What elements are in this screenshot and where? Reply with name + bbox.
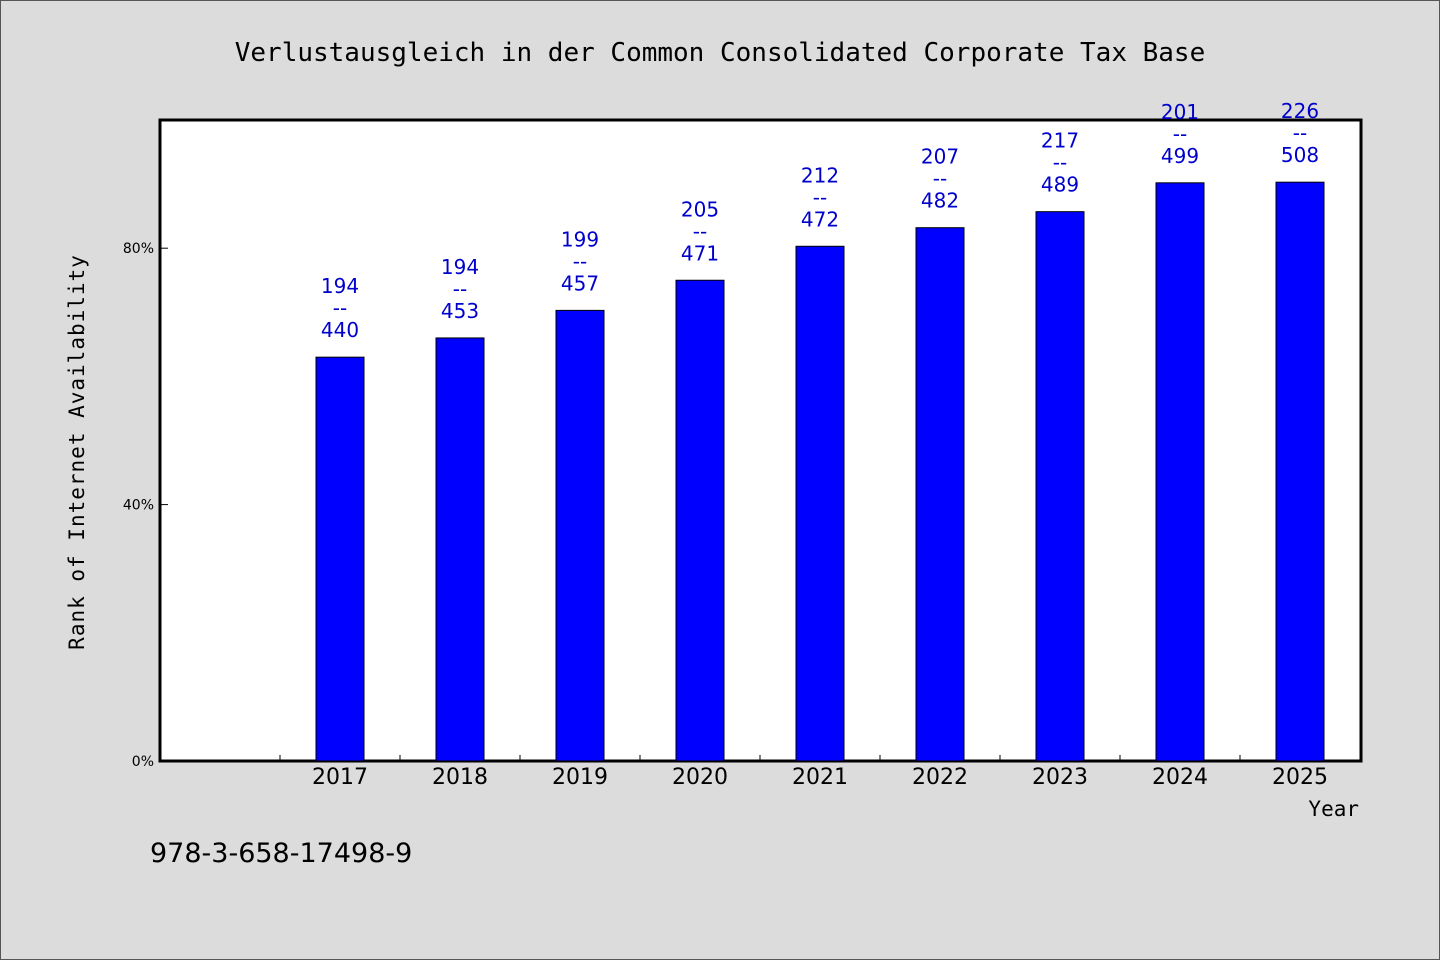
data-label: 212 [801, 163, 839, 187]
data-label: -- [333, 296, 347, 320]
x-axis-ticks: 2017 2018 2019 2020 2021 2022 2023 2024 2025 [279, 755, 1361, 790]
bar-2023 [1035, 211, 1085, 762]
bar-2024 [1155, 182, 1205, 762]
data-label: 457 [561, 271, 599, 295]
bar-2018 [435, 337, 485, 762]
bar-2017 [315, 356, 365, 762]
data-label: -- [933, 167, 947, 191]
data-label: 194 [441, 255, 479, 279]
data-label: 440 [321, 318, 359, 342]
y-axis-ticks: 0% 40% 80% [123, 241, 168, 770]
data-label: 482 [921, 189, 959, 213]
x-tick-label: 2024 [1152, 765, 1208, 790]
data-label: -- [1173, 122, 1187, 146]
bar-2019 [555, 309, 605, 762]
bar-2020 [675, 279, 725, 762]
x-tick-label: 2021 [792, 765, 848, 790]
data-label: -- [813, 185, 827, 209]
chart-title: Verlustausgleich in der Common Consolida… [235, 38, 1206, 68]
bar-2022 [915, 227, 965, 762]
data-label: 207 [921, 145, 959, 169]
x-tick-label: 2017 [312, 765, 368, 790]
data-label: 217 [1041, 129, 1079, 153]
x-tick-label: 2020 [672, 765, 728, 790]
data-label: -- [1293, 121, 1307, 145]
data-label: -- [693, 219, 707, 243]
data-label: 226 [1281, 99, 1319, 123]
data-label: 453 [441, 299, 479, 323]
data-label: 471 [681, 241, 719, 265]
data-label: 194 [321, 274, 359, 298]
data-label: -- [453, 277, 467, 301]
x-axis-label: Year [1308, 797, 1359, 821]
data-label: -- [573, 249, 587, 273]
x-tick-label: 2019 [552, 765, 608, 790]
y-tick-label: 80% [123, 241, 154, 257]
x-tick-label: 2025 [1272, 765, 1328, 790]
bar-series [315, 181, 1325, 762]
y-axis-label: Rank of Internet Availability [65, 254, 89, 650]
bar-2025 [1275, 181, 1325, 762]
x-tick-label: 2018 [432, 765, 488, 790]
x-tick-label: 2023 [1032, 765, 1088, 790]
data-label: 205 [681, 197, 719, 221]
y-tick-label: 0% [132, 754, 154, 770]
x-tick-label: 2022 [912, 765, 968, 790]
data-label: 499 [1161, 144, 1199, 168]
y-tick-label: 40% [123, 498, 154, 514]
isbn-footer: 978-3-658-17498-9 [150, 838, 412, 869]
data-label: 201 [1161, 100, 1199, 124]
data-labels: 194--440194--453199--457205--471212--472… [321, 99, 1319, 342]
data-label: 508 [1281, 143, 1319, 167]
data-label: -- [1053, 151, 1067, 175]
data-label: 489 [1041, 173, 1079, 197]
data-label: 472 [801, 207, 839, 231]
data-label: 199 [561, 227, 599, 251]
bar-2021 [795, 245, 845, 762]
